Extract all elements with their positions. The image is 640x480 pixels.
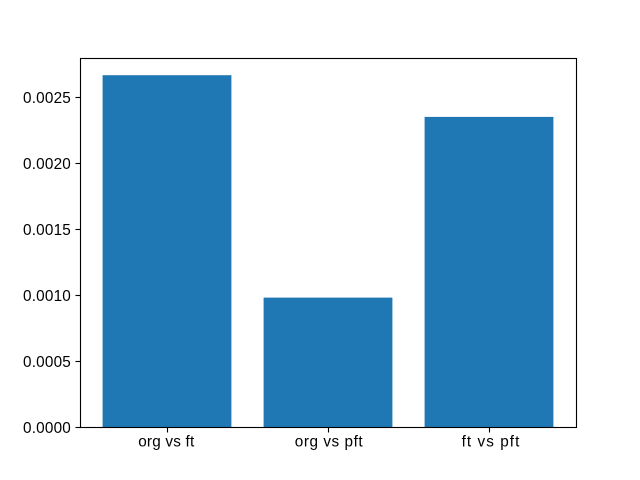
svg-text:org vs pft: org vs pft: [295, 433, 364, 450]
svg-text:0.0000: 0.0000: [23, 420, 71, 437]
svg-text:ft vs pft: ft vs pft: [462, 433, 521, 450]
svg-text:org vs ft: org vs ft: [138, 433, 195, 450]
svg-text:0.0020: 0.0020: [23, 156, 71, 173]
svg-text:0.0025: 0.0025: [23, 90, 71, 107]
svg-text:0.0015: 0.0015: [23, 222, 71, 239]
svg-text:0.0010: 0.0010: [23, 288, 71, 305]
svg-text:0.0005: 0.0005: [23, 354, 71, 371]
